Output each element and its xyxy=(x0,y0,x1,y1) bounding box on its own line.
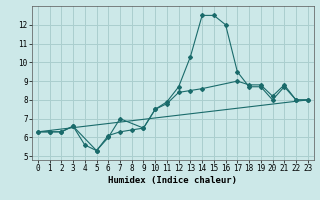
X-axis label: Humidex (Indice chaleur): Humidex (Indice chaleur) xyxy=(108,176,237,185)
